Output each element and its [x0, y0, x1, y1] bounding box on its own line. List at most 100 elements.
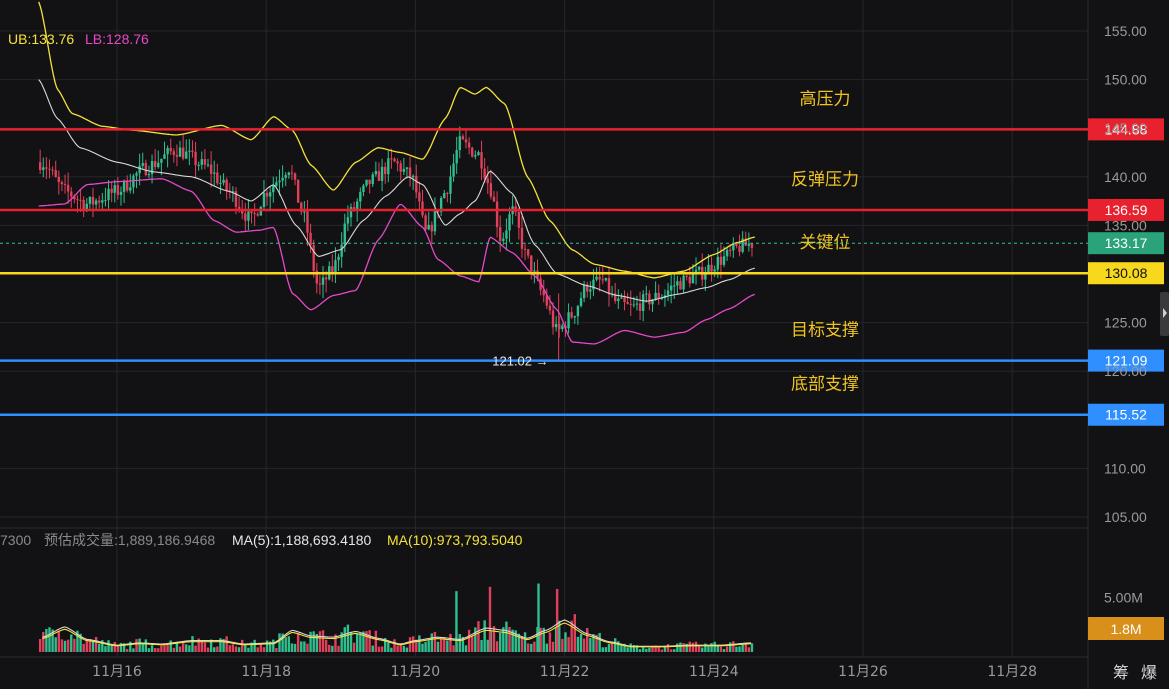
candle-body: [88, 196, 92, 204]
candle-body: [704, 273, 707, 280]
time-tick-label: 11月22: [540, 664, 590, 680]
candle-body: [579, 298, 583, 307]
candle-body: [172, 151, 176, 155]
level-price-label: 136.59: [1105, 202, 1148, 218]
candle-body: [523, 248, 527, 250]
legend-volume-prefix: 7300: [0, 532, 31, 548]
volume-bar: [620, 643, 623, 652]
candle-body: [439, 197, 443, 212]
candle-body: [660, 298, 664, 300]
volume-bar: [402, 645, 406, 652]
volume-bar: [607, 643, 611, 652]
candle-body: [144, 163, 148, 176]
candle-body: [750, 243, 754, 248]
level-price-tag: [1088, 118, 1164, 141]
volume-bar: [682, 643, 685, 652]
volume-bar: [132, 648, 135, 652]
candle-body: [676, 281, 679, 286]
volume-bar: [290, 643, 294, 652]
level-annotation: 目标支撑: [791, 321, 859, 341]
volume-bar: [595, 634, 598, 652]
volume-bar: [141, 642, 144, 652]
candle-body: [268, 192, 272, 197]
candle-body: [213, 172, 216, 174]
time-tick-label: 11月18: [241, 664, 291, 680]
candle-body: [138, 165, 141, 174]
candle-body: [632, 304, 636, 306]
volume-bar: [321, 630, 325, 652]
volume-bar: [520, 635, 524, 652]
sidebar-collapse-handle[interactable]: [1160, 292, 1169, 336]
candle-body: [492, 196, 496, 202]
candle-body: [390, 158, 393, 160]
candle-body: [396, 161, 399, 164]
level-annotation: 反弹压力: [791, 170, 859, 190]
candle-body: [278, 180, 281, 183]
volume-bar: [558, 620, 561, 652]
legend-ma5: MA(5):1,188,693.4180: [232, 532, 372, 548]
volume-bar: [477, 621, 480, 652]
candle-body: [346, 217, 350, 224]
volume-bar: [657, 646, 660, 652]
candle-body: [548, 305, 552, 311]
current-price-tag: [1088, 232, 1164, 255]
volume-bar: [452, 645, 455, 652]
candle-body: [673, 285, 676, 287]
candle-body: [732, 243, 735, 251]
volume-bar: [268, 641, 272, 652]
candle-body: [489, 183, 493, 197]
candle-body: [567, 312, 570, 329]
volume-bar: [85, 639, 88, 652]
legend-upper-band: UB:133.76: [8, 31, 74, 47]
candle-body: [104, 200, 107, 202]
volume-bar: [691, 642, 695, 652]
volume-bar: [461, 636, 465, 652]
level-price-tag: [1088, 403, 1164, 426]
volume-bar: [526, 643, 530, 652]
volume-bar: [163, 645, 166, 652]
volume-bar: [623, 643, 626, 652]
volume-bar: [545, 643, 549, 652]
candle-body: [433, 210, 437, 232]
legend-ma10: MA(10):973,793.5040: [387, 532, 523, 548]
candle-body: [551, 310, 555, 328]
time-tick-label: 11月20: [391, 664, 441, 680]
volume-bar: [73, 638, 76, 652]
volume-bar: [732, 641, 735, 652]
volume-bar: [676, 643, 679, 652]
candle-body: [281, 177, 284, 181]
volume-bar: [383, 638, 387, 652]
price-tick-label: 155.00: [1104, 23, 1147, 39]
volume-bar: [110, 644, 113, 652]
candle-body: [685, 275, 688, 277]
candle-body: [744, 238, 747, 246]
grid-lines: [0, 0, 1089, 689]
volume-bar: [648, 647, 651, 652]
candle-body: [256, 213, 259, 216]
candle-body: [666, 290, 670, 296]
volume-bar: [169, 640, 172, 652]
volume-bar: [309, 631, 312, 652]
volume-bar: [399, 643, 402, 652]
volume-bar: [48, 627, 51, 652]
candle-body: [688, 276, 692, 284]
volume-bar: [663, 646, 667, 652]
candle-body: [713, 269, 716, 272]
volume-bar: [495, 641, 499, 652]
candle-body: [427, 224, 430, 230]
volume-bar: [430, 633, 434, 652]
volume-bar: [530, 643, 533, 652]
candle-body: [349, 207, 353, 218]
volume-bar: [483, 620, 486, 652]
price-tick-label: 125.00: [1104, 315, 1147, 331]
volume-bar: [418, 635, 421, 652]
volume-bar: [508, 626, 511, 652]
volume-bar: [486, 639, 489, 652]
candle-body: [480, 152, 483, 169]
timezone-toggle[interactable]: 筹 爆: [1113, 663, 1157, 682]
volume-bar: [505, 621, 508, 652]
candle-body: [362, 185, 365, 193]
candle-body: [710, 264, 713, 272]
candle-body: [247, 211, 250, 221]
